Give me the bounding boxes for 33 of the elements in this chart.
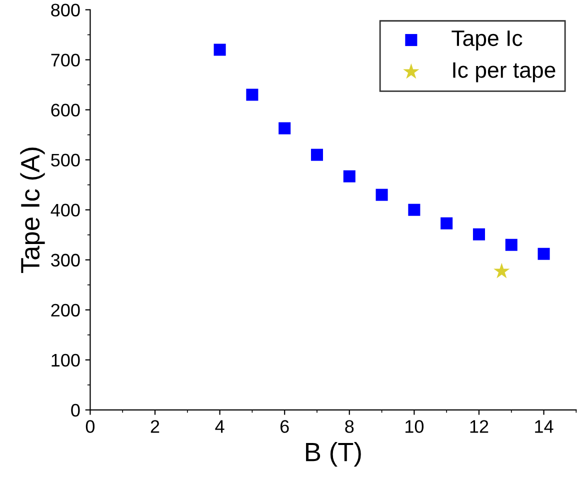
y-tick-label: 300 — [51, 254, 80, 267]
point — [472, 228, 485, 240]
x-tick-label: 4 — [215, 420, 224, 433]
x-axis-title: B (T) — [306, 442, 361, 467]
x-tick-label: 6 — [280, 420, 289, 433]
point — [505, 238, 518, 251]
y-tick-label: 100 — [52, 354, 80, 367]
y-tick-label: 600 — [51, 104, 80, 117]
point — [408, 204, 420, 216]
point — [214, 44, 226, 56]
point — [376, 188, 388, 201]
point — [440, 217, 453, 230]
x-tick-label: 0 — [86, 420, 95, 433]
x-tick-label: 14 — [535, 420, 554, 433]
y-axis-title: Tape Ic (A) — [20, 148, 45, 274]
y-tick-label: 400 — [50, 204, 80, 217]
point — [278, 122, 291, 134]
x-tick-label: 2 — [150, 420, 160, 433]
x-tick-label: 8 — [345, 420, 354, 433]
point — [494, 262, 510, 278]
point — [246, 88, 258, 101]
x-tick-label: 10 — [406, 420, 424, 433]
point — [538, 248, 550, 260]
y-tick-label: 200 — [51, 304, 80, 317]
legend-label: Ic per tape — [453, 62, 556, 82]
legend-label: Tape Ic — [452, 30, 522, 50]
y-tick-label: 0 — [71, 404, 80, 417]
y-tick-label: 700 — [51, 54, 80, 66]
x-tick-label: 12 — [470, 420, 488, 433]
y-tick-label: 800 — [51, 4, 80, 16]
point — [310, 148, 324, 161]
point — [343, 170, 356, 182]
y-tick-label: 500 — [51, 154, 80, 167]
